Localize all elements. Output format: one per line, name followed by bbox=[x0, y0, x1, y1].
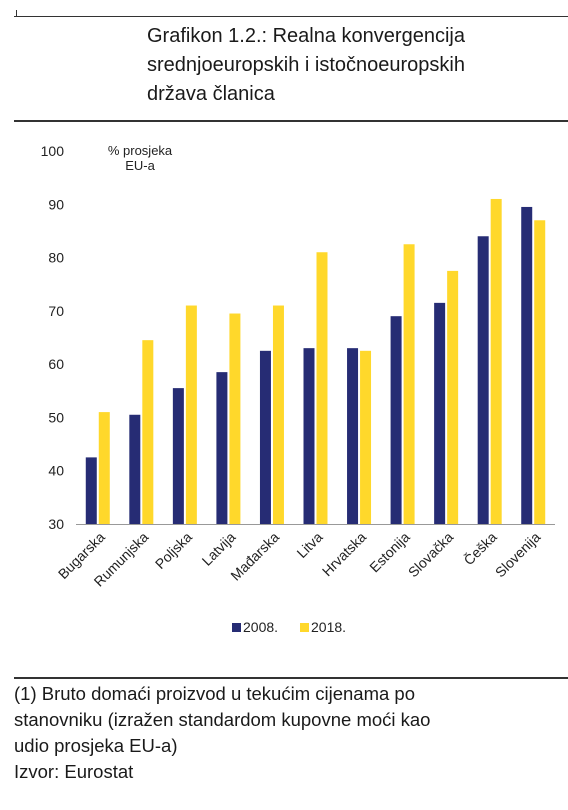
legend-swatch-2018 bbox=[300, 623, 309, 632]
x-tick-label: Mađarska bbox=[227, 529, 282, 584]
source-line: Izvor: Eurostat bbox=[14, 761, 134, 782]
bar-2018 bbox=[360, 350, 372, 524]
x-tick-label: Češka bbox=[460, 529, 500, 569]
bar-2008 bbox=[521, 206, 533, 524]
footnote: (1) Bruto domaći proizvod u tekućim cije… bbox=[14, 681, 568, 785]
y-tick-label: 50 bbox=[48, 409, 64, 425]
x-tick-label: Hrvatska bbox=[319, 529, 370, 580]
y-axis-label: % prosjeka bbox=[108, 143, 173, 158]
top-rule bbox=[14, 16, 568, 17]
y-tick-label: 40 bbox=[48, 463, 64, 479]
footnote-divider bbox=[14, 677, 568, 679]
corner-mark bbox=[12, 10, 17, 16]
bar-2018 bbox=[142, 340, 154, 524]
bar-2018 bbox=[534, 220, 546, 524]
x-tick-label: Litva bbox=[293, 529, 325, 561]
bar-2008 bbox=[216, 372, 228, 524]
y-tick-label: 90 bbox=[48, 196, 64, 212]
bar-2008 bbox=[347, 348, 359, 524]
bar-2018 bbox=[490, 198, 502, 524]
y-tick-label: 100 bbox=[41, 143, 65, 159]
legend-label-2008: 2008. bbox=[243, 619, 278, 635]
title-line-1: Grafikon 1.2.: Realna konvergencija bbox=[147, 25, 465, 47]
x-tick-label: Latvija bbox=[199, 529, 239, 569]
x-tick-label: Slovačka bbox=[405, 529, 457, 581]
footnote-line-1: (1) Bruto domaći proizvod u tekućim cije… bbox=[14, 683, 416, 704]
legend-label-2018: 2018. bbox=[311, 619, 346, 635]
x-tick-label: Poljska bbox=[152, 529, 195, 572]
y-tick-label: 80 bbox=[48, 250, 64, 266]
bar-2008 bbox=[129, 414, 141, 524]
legend-swatch-2008 bbox=[232, 623, 241, 632]
y-tick-label: 60 bbox=[48, 356, 64, 372]
bar-2018 bbox=[316, 252, 328, 524]
bar-2008 bbox=[434, 302, 446, 524]
bar-2018 bbox=[272, 305, 284, 524]
bar-2008 bbox=[477, 236, 489, 524]
bar-2018 bbox=[229, 313, 241, 524]
title-line-3: država članica bbox=[147, 83, 275, 105]
bar-2008 bbox=[85, 457, 97, 524]
title-divider bbox=[14, 120, 568, 122]
footnote-line-3: udio prosjeka EU-a) bbox=[14, 735, 178, 756]
bar-2008 bbox=[390, 316, 402, 524]
footnote-line-2: stanovniku (izražen standardom kupovne m… bbox=[14, 709, 431, 730]
y-axis-label: EU-a bbox=[125, 158, 155, 173]
bar-2008 bbox=[172, 388, 184, 524]
title-line-2: srednjoeuropskih i istočnoeuropskih bbox=[147, 54, 465, 76]
chart-title: Grafikon 1.2.: Realna konvergencija sred… bbox=[147, 22, 562, 109]
bar-2008 bbox=[259, 350, 271, 524]
bar-2018 bbox=[185, 305, 197, 524]
bar-2008 bbox=[303, 348, 315, 524]
bar-2018 bbox=[98, 412, 110, 524]
x-tick-label: Slovenija bbox=[492, 529, 544, 581]
y-tick-label: 30 bbox=[48, 516, 64, 532]
bar-2018 bbox=[447, 270, 459, 524]
bar-2018 bbox=[403, 244, 415, 524]
y-tick-label: 70 bbox=[48, 303, 64, 319]
